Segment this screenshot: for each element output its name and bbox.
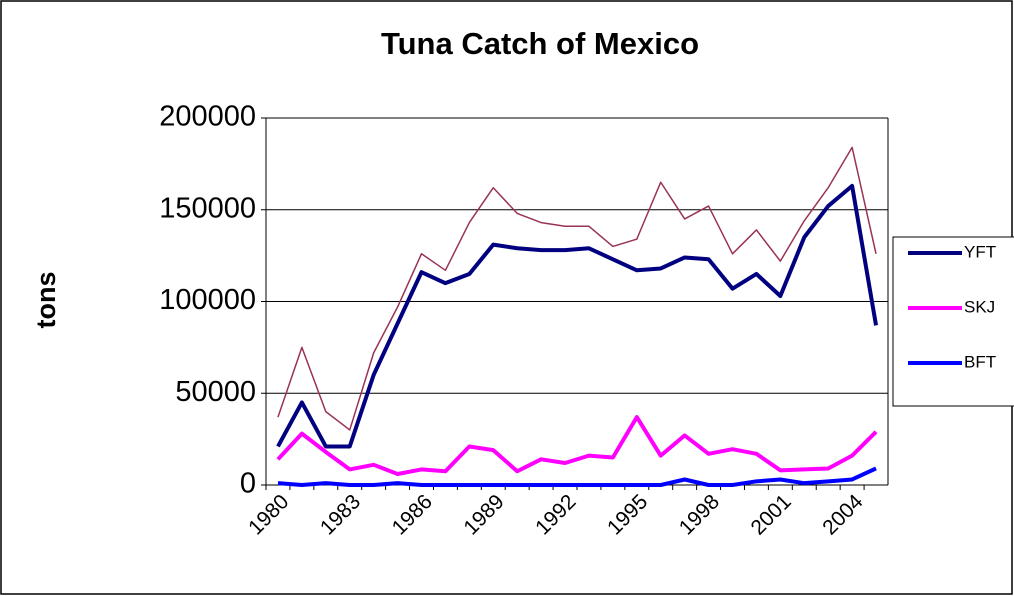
y-tick-label: 50000 xyxy=(175,376,256,408)
legend-label: SKJ xyxy=(964,297,995,316)
series-line xyxy=(276,183,879,449)
legend-label: BFT xyxy=(964,352,996,371)
y-axis-label: tons xyxy=(31,272,61,329)
y-tick-label: 0 xyxy=(240,468,256,500)
series-line xyxy=(277,146,877,431)
series-line xyxy=(277,466,877,487)
legend-label: YFT xyxy=(964,242,996,261)
y-tick-label: 150000 xyxy=(159,192,256,224)
y-tick-label: 100000 xyxy=(159,284,256,316)
chart-title: Tuna Catch of Mexico xyxy=(381,26,699,61)
series-line xyxy=(276,415,878,476)
legend-box xyxy=(892,236,1014,407)
y-tick-label: 200000 xyxy=(159,101,256,133)
